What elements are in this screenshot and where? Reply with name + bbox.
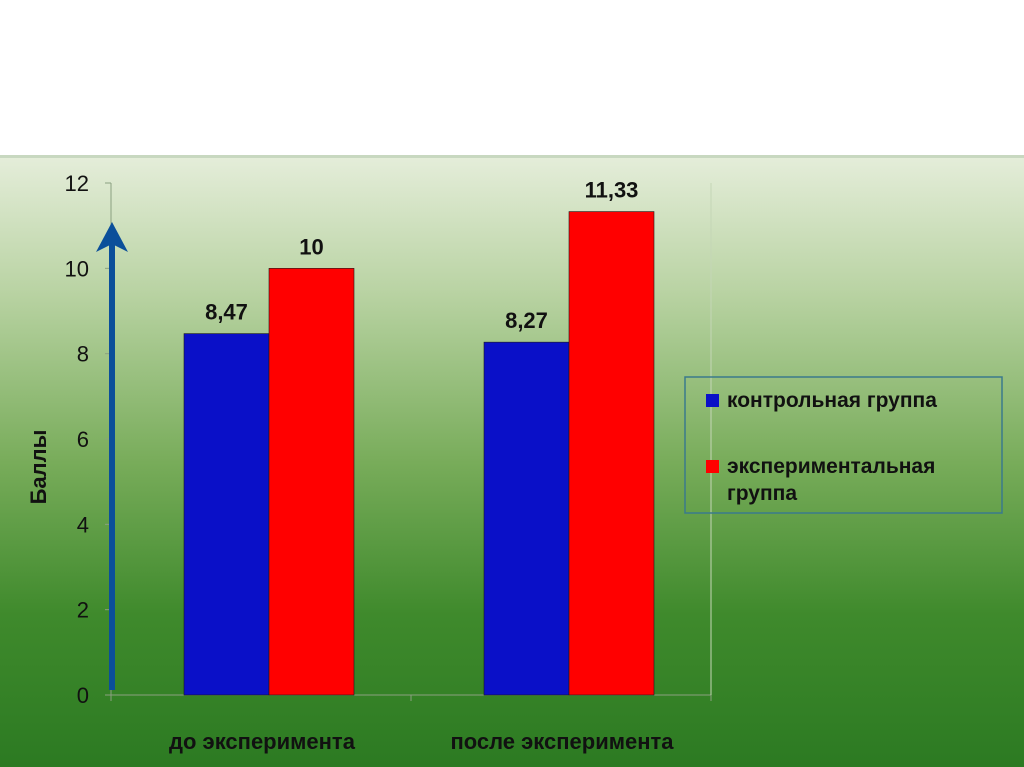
y-tick-label: 8: [77, 342, 89, 367]
bar: [268, 268, 355, 696]
legend-swatch: [706, 394, 719, 407]
data-label: 8,27: [505, 308, 548, 333]
y-tick-label: 6: [77, 427, 89, 452]
category-label: до эксперимента: [169, 729, 356, 754]
data-labels: 8,47 10 8,27 11,33: [205, 178, 638, 334]
y-tick-label: 12: [65, 171, 89, 196]
slide-divider: [0, 155, 1024, 158]
y-ticks: 0 2 4 6 8 10 12: [65, 171, 111, 708]
data-label: 8,47: [205, 300, 248, 325]
y-tick-label: 0: [77, 683, 89, 708]
y-tick-label: 4: [77, 512, 89, 537]
bar: [568, 211, 655, 696]
legend-box: [684, 376, 1003, 514]
y-axis-title: Баллы: [26, 430, 51, 505]
y-tick-label: 10: [65, 256, 89, 281]
category-labels: до эксперимента после эксперимента: [169, 729, 674, 754]
legend-label: группа: [727, 482, 797, 505]
legend-label: контрольная группа: [727, 389, 937, 412]
category-label: после эксперимента: [450, 729, 674, 754]
y-axis-arrow: [96, 222, 128, 690]
data-label: 10: [299, 234, 323, 259]
slide-title-area: [0, 0, 1024, 157]
data-label: 11,33: [585, 178, 639, 203]
bar: [183, 333, 270, 696]
legend-label: экспериментальная: [727, 455, 935, 478]
bars: [183, 211, 655, 696]
bar: [483, 341, 570, 696]
x-ticks: [110, 695, 712, 701]
legend-swatch: [706, 460, 719, 473]
y-tick-label: 2: [77, 598, 89, 623]
legend: контрольная группа экспериментальная групп…: [684, 376, 1003, 514]
